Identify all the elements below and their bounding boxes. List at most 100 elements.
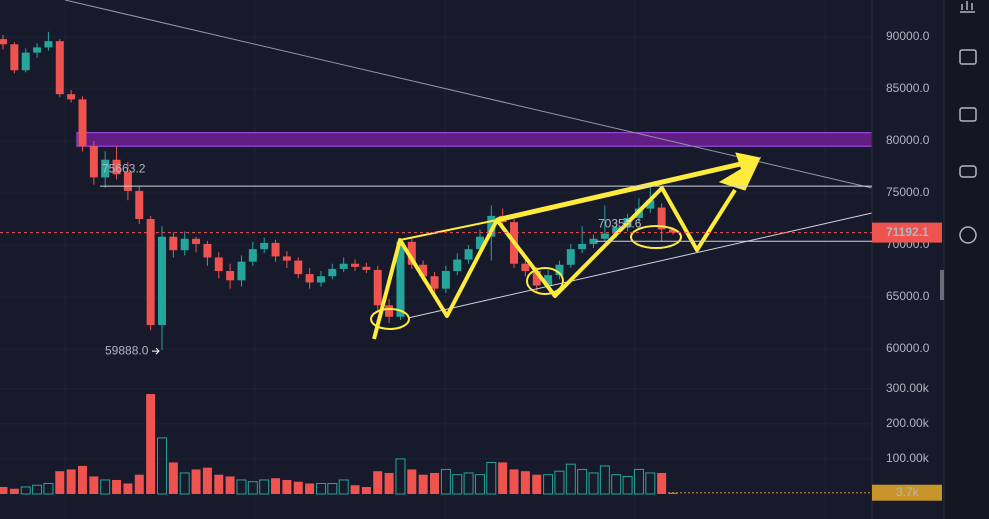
volume-bar <box>543 474 554 495</box>
candle-body <box>180 238 189 251</box>
candle-body <box>112 159 121 175</box>
volume-bar <box>134 474 144 494</box>
icon-etf[interactable] <box>959 107 977 122</box>
candle-body <box>430 276 439 289</box>
icon-switch[interactable] <box>959 226 977 244</box>
candle-body <box>521 263 530 272</box>
volume-bar <box>156 437 167 495</box>
circle-mark <box>630 225 682 249</box>
annotation: 59888.0 <box>105 343 149 357</box>
volume-bar <box>9 488 19 494</box>
volume-bar <box>315 482 326 495</box>
candle-body <box>532 271 541 286</box>
candle-body <box>453 259 462 272</box>
volume-bar <box>179 472 190 495</box>
annotation: 75663.2 <box>102 161 146 175</box>
candle-body <box>385 305 394 317</box>
volume-bar <box>498 462 508 494</box>
candle-body <box>669 229 677 233</box>
volume-bar <box>554 470 565 495</box>
candle-body <box>475 236 484 250</box>
volume-bar <box>168 462 178 494</box>
volume-bar <box>577 468 588 495</box>
volume-bar <box>191 469 201 494</box>
candle-body <box>123 172 132 191</box>
toolbar <box>944 0 989 519</box>
volume-bar <box>384 472 394 494</box>
candle-body <box>316 276 325 283</box>
candle-body <box>169 236 178 251</box>
volume-bar <box>338 479 349 495</box>
y-tick-label: 85000.0 <box>886 81 930 95</box>
y-tick-label: 80000.0 <box>886 133 930 147</box>
icon-bot[interactable] <box>959 165 977 178</box>
volume-bar <box>55 471 65 494</box>
candle-body <box>157 236 166 326</box>
volume-bar <box>236 479 247 495</box>
candle-body <box>282 256 291 261</box>
volume-bar <box>611 474 622 495</box>
volume-bar <box>532 474 542 494</box>
volume-bar <box>509 469 519 494</box>
volume-bar <box>20 486 31 495</box>
volume-bar <box>599 465 610 495</box>
volume-tick-label: 100.00k <box>886 451 930 465</box>
volume-bar <box>452 474 463 495</box>
candle-body <box>271 242 280 257</box>
candle-body <box>351 263 360 267</box>
volume-tag <box>872 484 942 501</box>
grid <box>76 132 873 147</box>
volume-bar <box>77 465 87 494</box>
volume-bar <box>271 478 281 494</box>
volume-bar <box>43 482 54 495</box>
candle-body <box>21 52 30 71</box>
marks <box>0 31 678 495</box>
icon-stats[interactable] <box>960 1 975 13</box>
candle-body <box>44 41 53 48</box>
candle-body <box>362 266 371 270</box>
y-tick-label: 90000.0 <box>886 29 930 43</box>
candle-body <box>248 249 257 262</box>
icon-calendar[interactable] <box>959 49 977 65</box>
candle-body <box>226 271 235 281</box>
candle-body <box>555 264 564 276</box>
volume-bar <box>282 479 292 494</box>
candle-body <box>328 268 337 277</box>
annotation: 70355.6 <box>598 216 642 230</box>
candle-body <box>464 249 473 260</box>
volume-bar <box>395 458 406 495</box>
candle-body <box>419 264 428 277</box>
candle-body <box>646 200 655 209</box>
trend-arrow <box>496 160 746 223</box>
price-tag-label: 71192.1 <box>886 225 929 239</box>
candle-body <box>566 249 575 265</box>
zigzag <box>372 186 737 340</box>
volume-bar <box>486 461 497 495</box>
volume-bar <box>668 492 678 494</box>
y-tick-label: 75000.0 <box>886 185 930 199</box>
price-tag <box>872 222 942 243</box>
circle-mark <box>526 267 564 295</box>
candle-body <box>89 146 98 178</box>
volume-bar <box>293 481 303 494</box>
candle-body <box>657 207 666 230</box>
candle-body <box>146 219 155 326</box>
volume-bar <box>430 472 440 494</box>
volume-bar <box>361 486 371 494</box>
volume-bar <box>657 472 667 494</box>
volume-bar <box>32 484 43 495</box>
volume-bar <box>588 472 599 495</box>
candle-body <box>0 39 7 45</box>
y-tick-label: 65000.0 <box>886 289 930 303</box>
candle-body <box>237 261 246 281</box>
volume-bar <box>66 469 76 494</box>
volume-bar <box>112 479 122 494</box>
candle-body <box>192 238 201 244</box>
volume-bar <box>305 483 315 494</box>
candle-body <box>33 47 42 53</box>
volume-bar <box>247 481 258 495</box>
candle-body <box>203 243 212 258</box>
volume-bar <box>565 463 576 495</box>
volume-bar <box>100 479 111 495</box>
